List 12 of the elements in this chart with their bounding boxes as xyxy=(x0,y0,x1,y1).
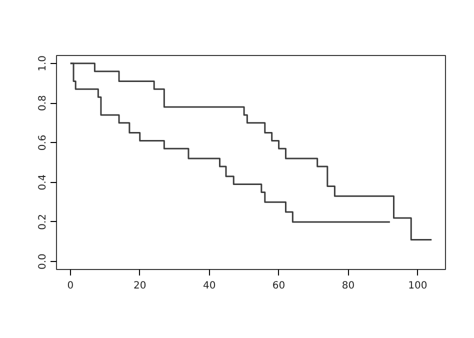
x-tick-label: 100 xyxy=(408,280,428,292)
y-tick-label: 0.6 xyxy=(38,134,48,151)
x-tick-label: 60 xyxy=(272,280,286,292)
x-tick-label: 80 xyxy=(342,280,355,292)
x-tick-label: 0 xyxy=(67,280,74,292)
y-tick-label: 1.0 xyxy=(38,55,48,72)
y-tick-label: 0.4 xyxy=(38,174,48,190)
y-tick-label: 0.8 xyxy=(38,95,48,112)
y-tick-label: 0.0 xyxy=(38,254,48,270)
x-tick-label: 20 xyxy=(133,280,146,292)
y-tick-label: 0.2 xyxy=(38,214,48,230)
x-tick-label: 40 xyxy=(202,280,216,292)
